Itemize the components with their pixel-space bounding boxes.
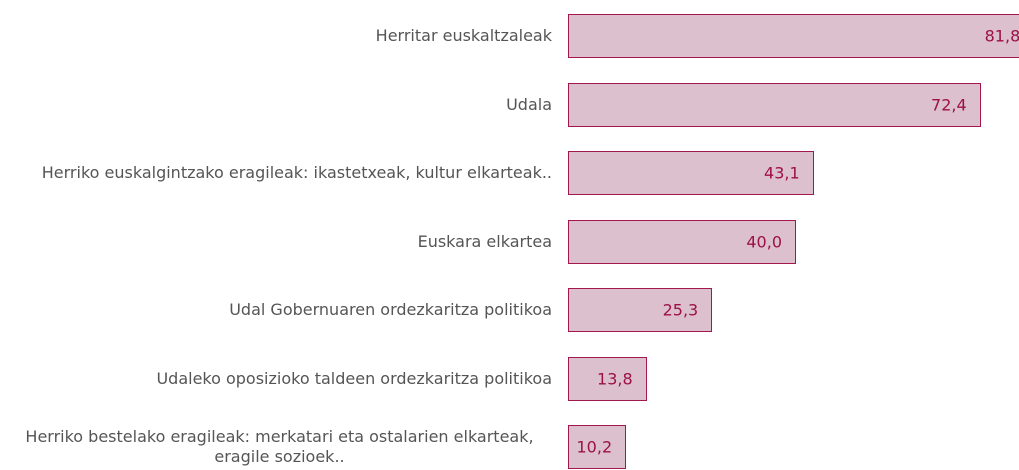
category-label: Euskara elkartea bbox=[417, 231, 552, 251]
bar bbox=[568, 14, 1019, 58]
category-label: Udal Gobernuaren ordezkaritza politikoa bbox=[229, 300, 552, 319]
category-label: Herritar euskaltzaleak bbox=[375, 26, 552, 45]
bar bbox=[568, 288, 713, 332]
value-label: 81,8 bbox=[984, 26, 1019, 46]
category-label: Herriko euskalgintzako eragileak: ikaste… bbox=[41, 163, 552, 182]
bar bbox=[568, 82, 981, 127]
category-label: Udaleko oposizioko taldeen ordezkaritza … bbox=[156, 368, 552, 388]
bar bbox=[568, 356, 647, 401]
category-label: Herriko bestelako eragileak: merkatari e… bbox=[25, 427, 534, 466]
bar bbox=[568, 219, 796, 264]
value-label: 25,3 bbox=[662, 300, 699, 320]
category-label: Udala bbox=[506, 94, 552, 114]
bar bbox=[568, 151, 814, 195]
value-label: 43,1 bbox=[764, 163, 800, 183]
value-label: 72,4 bbox=[931, 95, 967, 114]
value-label: 13,8 bbox=[597, 369, 633, 388]
value-label: 10,2 bbox=[576, 437, 613, 457]
value-label: 40,0 bbox=[746, 232, 782, 251]
bar bbox=[568, 425, 627, 469]
